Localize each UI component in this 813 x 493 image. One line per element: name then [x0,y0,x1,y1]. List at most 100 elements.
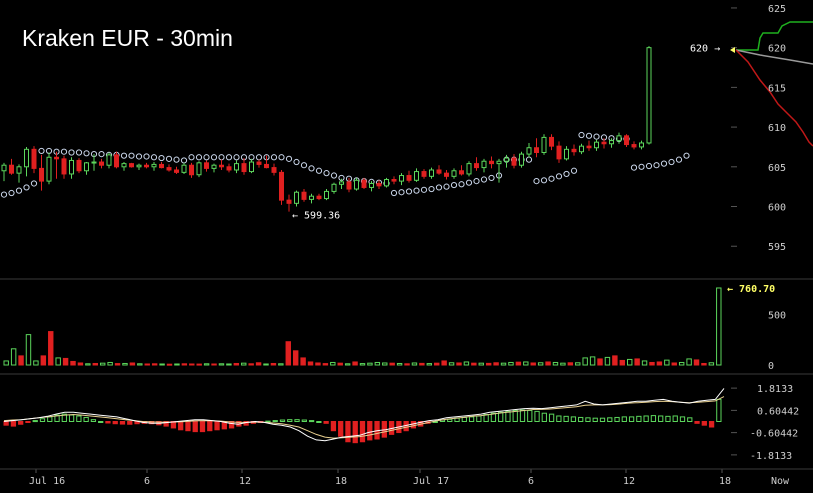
time-tick-label: 12 [239,476,251,487]
candle [451,168,457,179]
volume-bar [656,361,663,366]
candle-body [331,183,337,192]
candle-body [406,175,412,181]
candle [346,177,352,193]
volume-bar [508,361,514,366]
candle-body [181,164,187,173]
candle [609,138,614,148]
volume-bar [671,362,677,366]
macd-histogram-bar [359,421,366,443]
volume-bar [211,363,217,366]
sar-dot [233,154,240,161]
candle-body [639,142,644,148]
candle-body [279,171,284,201]
candle-body [286,199,292,204]
candle [166,164,172,172]
candle-body [481,160,487,169]
volume-bar [85,363,91,366]
volume-bar [241,362,247,366]
macd-histogram-bar [490,412,497,423]
macd-histogram-bar [3,421,9,426]
sar-dot [173,156,180,163]
candle [331,182,337,194]
candle-body [496,160,502,165]
macd-histogram-bar [679,416,686,423]
volume-bar [382,362,388,366]
candle-body [234,163,239,171]
candle [294,190,299,207]
candle [121,162,127,171]
volume-bar [278,363,284,366]
sar-dot [555,173,563,180]
candle-body [451,170,457,177]
candle [61,155,67,179]
sar-dot [75,149,83,156]
macd-histogram-bar [178,421,184,431]
candle-body [549,136,554,147]
time-tick-label: 18 [335,476,347,487]
volume-bar [678,361,685,366]
volume-bar [537,362,544,366]
macd-histogram-bar [527,409,533,423]
candle-body [624,135,629,146]
candle-body [241,163,247,173]
volume-bar [545,361,551,366]
candle-body [429,169,434,177]
candle [204,160,209,172]
time-tick-label: 6 [528,476,534,487]
macd-histogram-bar [476,415,482,422]
macd-histogram-bar [701,421,707,426]
candle-body [541,136,547,154]
candle-body [466,163,472,175]
sar-dot [38,147,45,155]
macd-histogram-bar [112,421,118,425]
candle [234,160,239,174]
volume-bar [344,363,351,366]
sar-dot [675,156,683,163]
sar-dot [30,180,38,187]
macd-histogram-bar [534,410,540,422]
candle [114,151,119,169]
volume-bar [619,359,626,366]
volume-bar [263,363,269,366]
candle [1,162,7,182]
price-tick-label: 610 [768,123,786,134]
volume-bar [248,363,254,366]
candle [249,158,254,174]
sar-dot [593,133,600,140]
candle [361,177,367,190]
candle [571,144,577,156]
candle-body [354,179,359,190]
candle [91,154,97,171]
candle-body [204,162,209,169]
macd-histogram-bar [199,421,206,433]
macd-histogram-bar [468,416,475,423]
macd-histogram-bar [352,421,358,444]
sar-dot [60,148,68,155]
volume-bar [404,363,410,366]
sar-dot [300,162,308,169]
volume-bar [597,358,603,366]
candle-body [99,161,104,166]
candle-body [84,162,89,172]
candle-body [369,182,374,188]
candle-body [31,148,37,169]
volume-bar [77,362,84,366]
candle-body [151,163,157,168]
volume-bar [485,362,492,366]
time-tick-label: 12 [623,476,635,487]
macd-histogram-bar [316,421,322,423]
volume-bar [55,357,61,366]
sar-dot [128,152,135,159]
volume-bar [166,363,173,366]
sar-dot [405,188,413,195]
candle [376,180,382,190]
volume-bar [567,362,574,366]
macd-histogram-bar [454,417,460,423]
volume-bar [3,360,9,366]
candle-body [324,190,329,200]
candle-body [579,145,584,153]
volume-bar [322,363,329,366]
candle-body [144,164,149,168]
sar-dot [120,152,128,159]
